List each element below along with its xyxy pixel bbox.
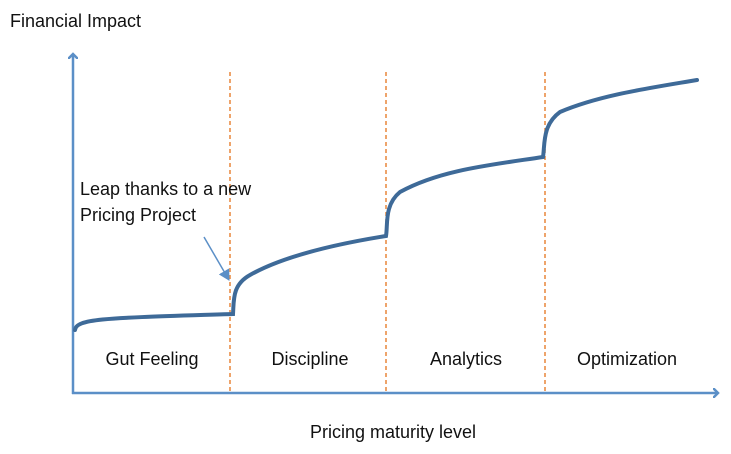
maturity-curve bbox=[73, 78, 699, 332]
y-axis-label: Financial Impact bbox=[10, 11, 141, 31]
stage-label: Optimization bbox=[577, 349, 677, 369]
x-axis-label: Pricing maturity level bbox=[310, 422, 476, 442]
stage-separators bbox=[229, 72, 546, 393]
annotation-arrow bbox=[203, 236, 230, 281]
stage-label: Gut Feeling bbox=[105, 349, 198, 369]
annotation-text: Pricing Project bbox=[80, 205, 196, 225]
stage-label: Analytics bbox=[430, 349, 502, 369]
annotation-text: Leap thanks to a new bbox=[80, 179, 252, 199]
stage-label: Discipline bbox=[271, 349, 348, 369]
